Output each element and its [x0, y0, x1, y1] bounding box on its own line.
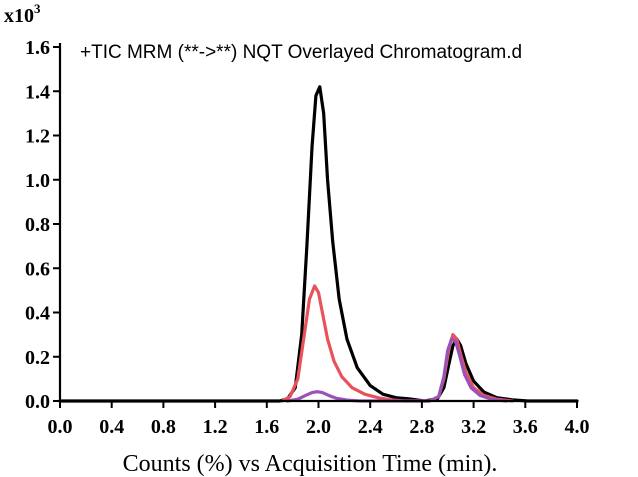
y-tick-label: 1.4 [25, 81, 50, 103]
y-tick-label: 0.2 [25, 347, 50, 369]
x-tick-label: 2.4 [358, 416, 383, 438]
y-tick-label: 0.0 [25, 391, 50, 413]
x-tick-label: 4.0 [565, 416, 590, 438]
chart-title: +TIC MRM (**->**) NQT Overlayed Chromato… [80, 42, 522, 63]
x-tick-label: 0.0 [48, 416, 73, 438]
y-tick-label: 1.6 [25, 37, 50, 59]
x-tick-label: 2.8 [409, 416, 434, 438]
y-tick-label: 1.0 [25, 170, 50, 192]
x-tick-label: 1.6 [254, 416, 279, 438]
x-tick-label: 0.8 [151, 416, 176, 438]
x-tick-label: 3.2 [461, 416, 486, 438]
y-tick-label: 0.6 [25, 258, 50, 280]
x-tick-label: 3.6 [513, 416, 538, 438]
y-tick-label: 0.8 [25, 214, 50, 236]
series-line-1 [58, 85, 579, 403]
x-tick-label: 0.4 [99, 416, 124, 438]
series-line-3 [285, 337, 508, 403]
y-tick-label: 1.2 [25, 126, 50, 148]
y-multiplier: x103 [4, 1, 41, 27]
y-tick-label: 0.4 [25, 303, 50, 325]
series-layer [58, 85, 579, 403]
x-tick-label: 1.2 [203, 416, 228, 438]
x-axis-label: Counts (%) vs Acquisition Time (min). [123, 451, 498, 477]
x-tick-label: 2.0 [306, 416, 331, 438]
axes-layer: 0.0 0.2 0.4 0.6 0.8 1.0 1.2 1.4 1.6 0.0 0.4 0.8 1.2 1… [25, 37, 590, 438]
